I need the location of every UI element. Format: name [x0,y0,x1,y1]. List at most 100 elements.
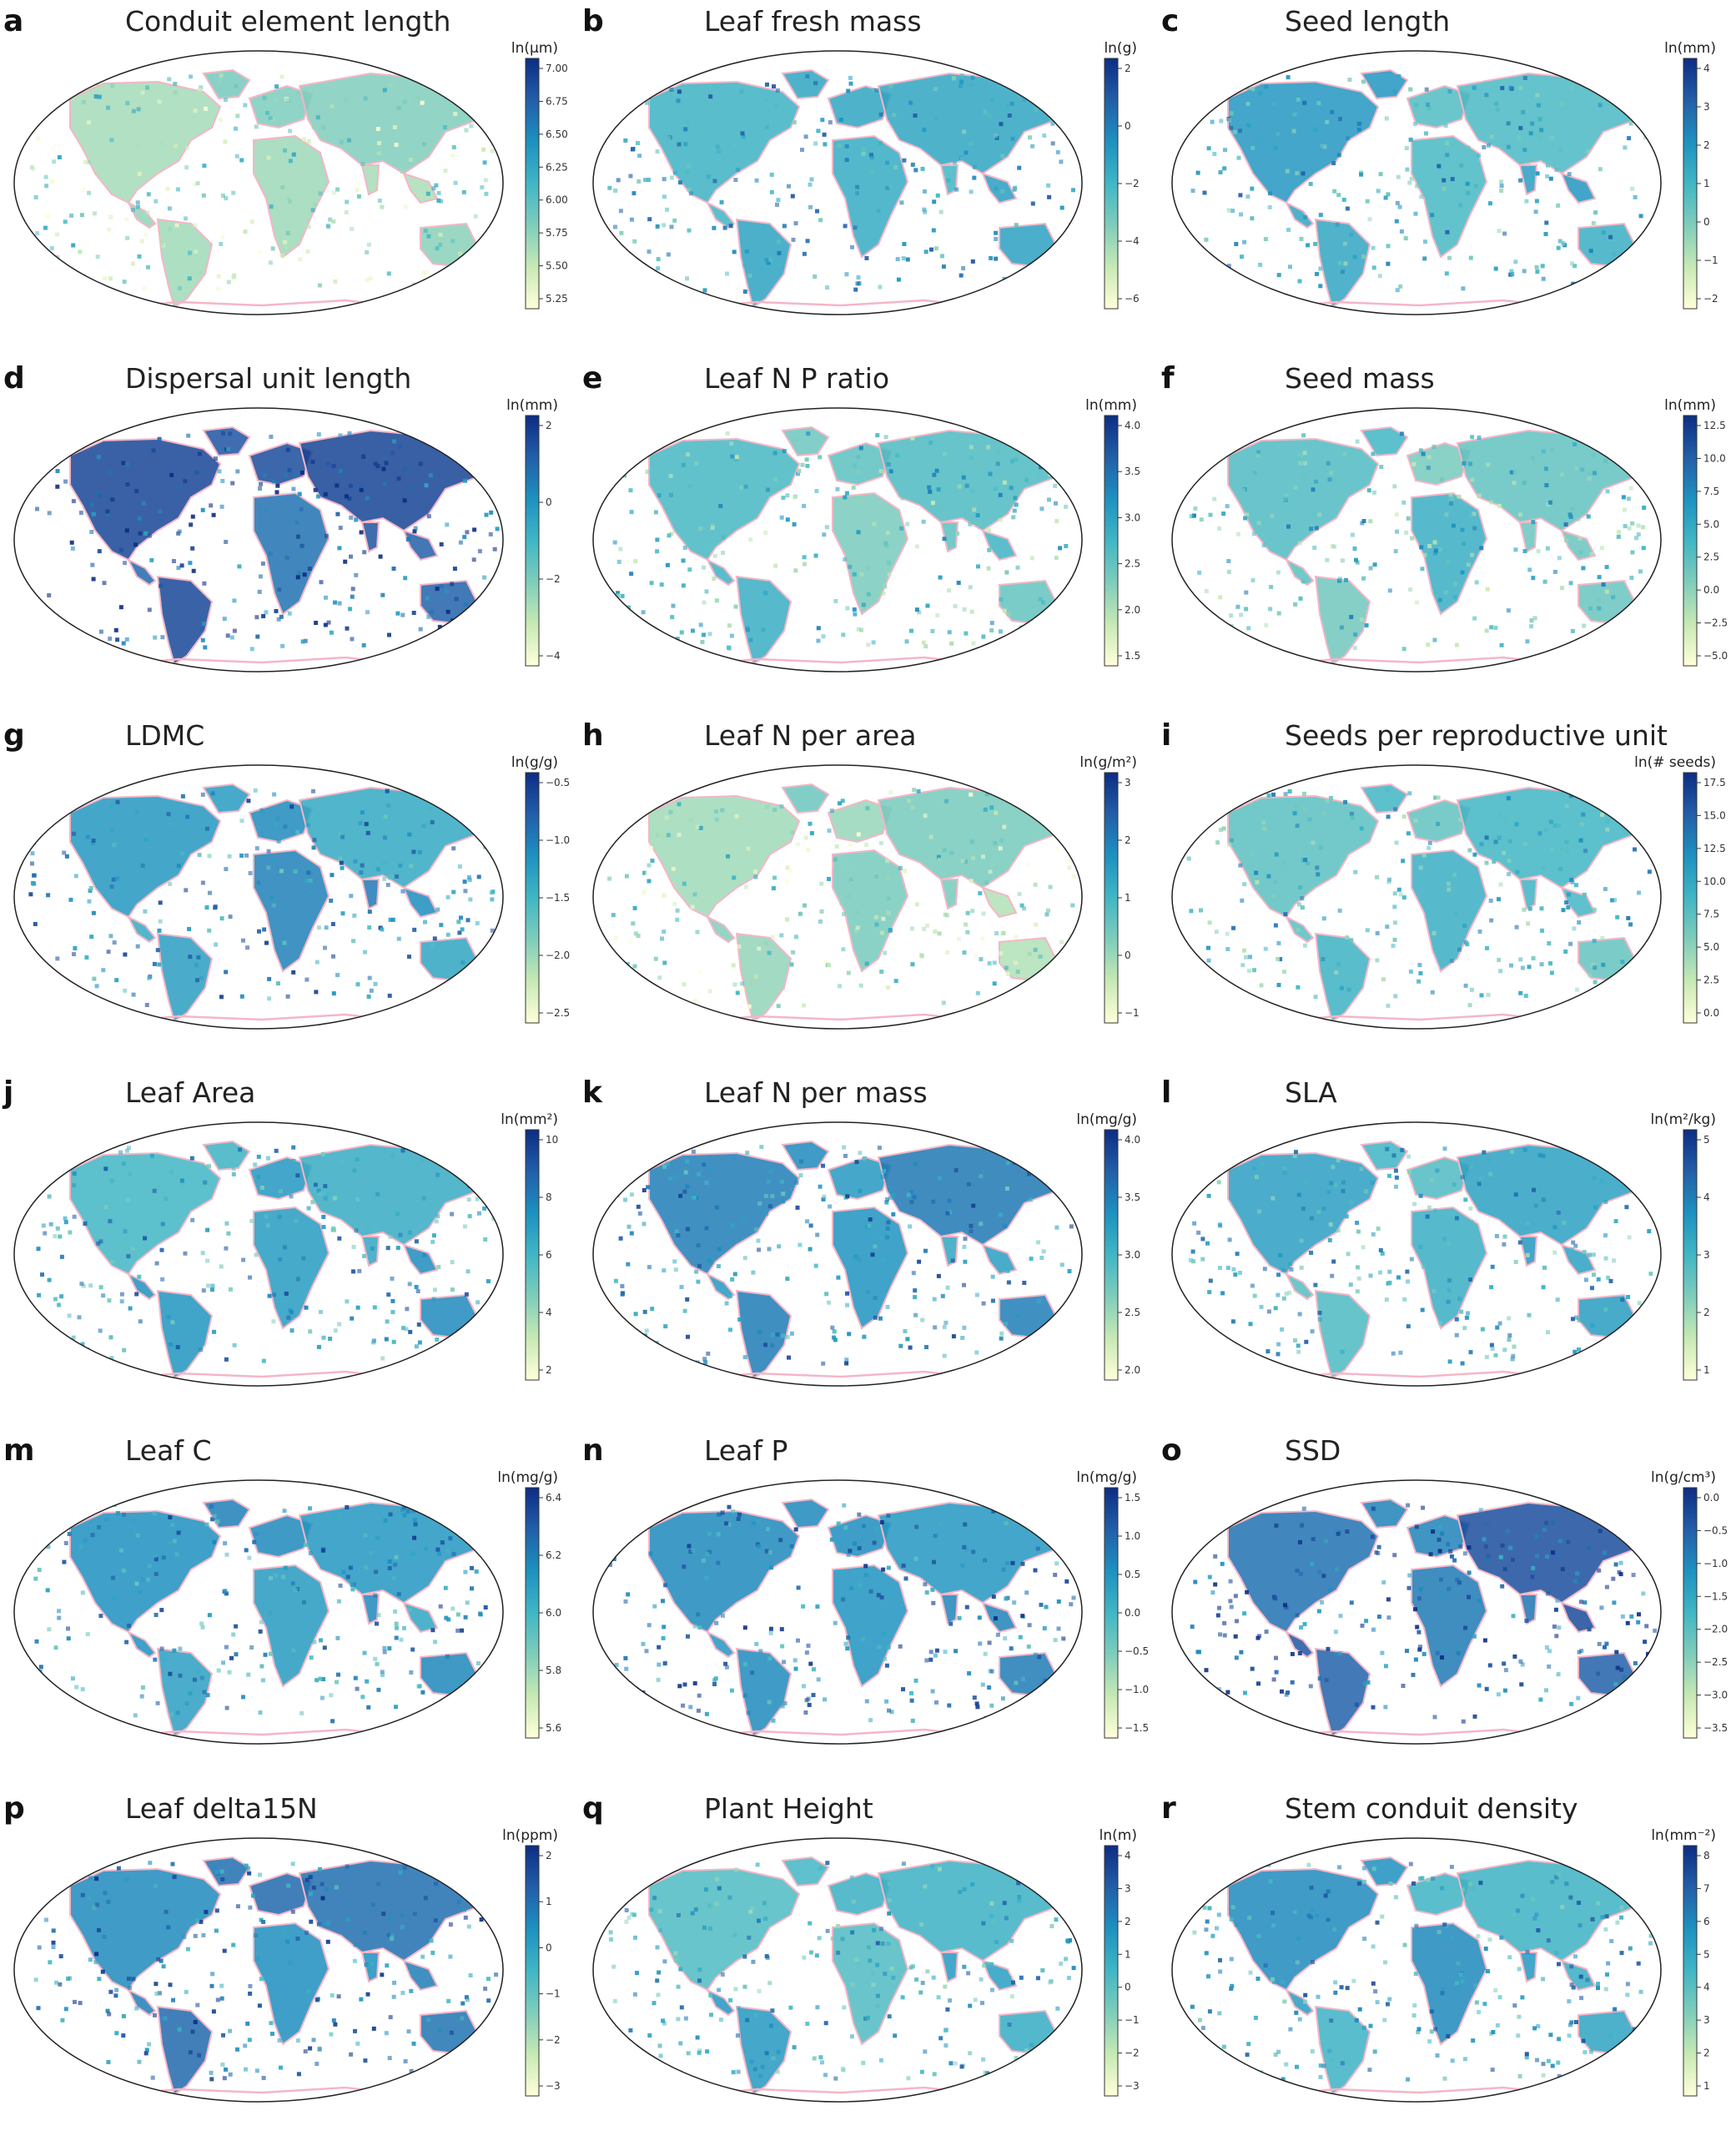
panel-title: Seed mass [1285,362,1435,395]
landmass-antarctica [1261,300,1578,315]
landmass-asia [299,788,491,888]
colorbar-tick-label: 3 [1703,2014,1710,2026]
colorbar-tick-label: 1 [1703,1364,1710,1376]
colorbar-tick-label: 10.0 [1703,875,1726,887]
landmass-africa [833,1923,908,2044]
panel-letter: f [1161,362,1175,395]
world-map [591,48,1084,317]
colorbar-tick-label: 2 [546,1364,552,1376]
panel-title: Stem conduit density [1285,1792,1578,1826]
world-map [12,1836,506,2104]
colorbar-tick-label: 12.5 [1703,843,1726,854]
colorbar-gradient [526,1488,539,1738]
colorbar-tick-label: 17.5 [1703,777,1726,788]
colorbar-tick-label: 4 [1125,1850,1131,1861]
landmass-australia [1578,2011,1637,2054]
panel-letter: l [1161,1076,1171,1110]
landmass-southAmerica [1316,1649,1370,1736]
landmass-antarctica [103,657,420,673]
colorbar-tick-label: 5.0 [1703,518,1719,530]
landmass-india [941,879,958,909]
colorbar-tick-label: −2.5 [1703,1656,1728,1668]
landmass-india [362,1237,379,1266]
colorbar-tick-label: 5.50 [546,260,568,272]
landmass-greenland [1361,1857,1407,1886]
colorbar-tick-label: 4 [1703,1982,1710,1993]
colorbar-tick-label: −2.5 [546,1007,570,1019]
panel-letter: j [3,1076,13,1110]
colorbar-tick-label: −1.0 [1125,1684,1149,1695]
colorbar-tick-label: −4 [1125,235,1140,247]
landmass-antarctica [682,2088,999,2103]
landmass-seAsia [1562,1245,1595,1274]
landmass-antarctica [103,300,420,315]
landmass-india [941,1594,958,1624]
world-map [1170,1120,1663,1388]
landmass-centralAmerica [707,1632,734,1657]
landmass-northAmerica [1228,1511,1378,1632]
world-map [1170,406,1663,674]
colorbar-tick-label: −0.5 [1703,1524,1728,1536]
landmass-africa [1411,493,1487,614]
landmass-northAmerica [1228,82,1378,203]
landmass-antarctica [1261,1372,1578,1387]
colorbar-gradient [1683,1488,1697,1738]
landmass-africa [254,136,329,257]
landmass-antarctica [1261,1730,1578,1745]
colorbar-tick-label: −1 [546,1988,561,2000]
colorbar-gradient [1683,1130,1697,1380]
colorbar-gradient [1104,58,1118,309]
colorbar-tick-label: 0 [1125,1982,1131,1993]
landmass-asia [299,431,491,531]
landmass-southAmerica [1316,934,1370,1021]
landmass-greenland [782,784,828,813]
landmass-seAsia [404,1961,437,1990]
panel-title: SLA [1285,1076,1337,1110]
colorbar-gradient [526,773,539,1023]
panel-title: Leaf fresh mass [704,5,922,38]
panel-letter: g [3,719,25,753]
landmass-antarctica [1261,657,1578,673]
landmass-centralAmerica [707,560,734,585]
colorbar-tick-label: 7.5 [1703,486,1719,497]
colorbar-gradient [526,1130,539,1380]
colorbar-tick-label: 6 [546,1249,552,1261]
colorbar-tick-label: 15.0 [1703,809,1726,821]
landmass-india [362,165,379,194]
colorbar-tick-label: 0.0 [1703,1007,1719,1019]
colorbar-tick-label: 6.0 [546,1607,561,1619]
landmass-seAsia [404,888,437,917]
colorbar-gradient [1104,1846,1118,2096]
world-map [12,48,506,317]
landmass-centralAmerica [1286,203,1313,228]
colorbar-tick-label: 2 [1703,1307,1710,1318]
panel-letter: p [3,1792,25,1826]
colorbar-tick-label: −5.0 [1703,650,1728,662]
colorbar-gradient [1683,1846,1697,2096]
colorbar-tick-label: 3 [1125,777,1131,788]
colorbar-tick-label: −2 [1703,293,1718,305]
colorbar-tick-label: 4 [1703,1191,1710,1203]
landmass-antarctica [682,300,999,315]
landmass-antarctica [103,1015,420,1030]
colorbar-tick-label: −0.5 [1125,1645,1149,1657]
panel-letter: e [582,362,602,395]
colorbar-gradient [1104,1130,1118,1380]
colorbar-tick-label: 0.0 [1125,1607,1140,1619]
landmass-asia [299,1503,491,1603]
panel-title: Plant Height [704,1792,873,1826]
colorbar-tick-label: 5.25 [546,293,568,305]
landmass-greenland [1361,427,1407,456]
landmass-india [362,522,379,552]
colorbar-tick-label: 10 [546,1134,558,1146]
colorbar-tick-label: −3.5 [1703,1722,1728,1734]
colorbar-tick-label: −3 [546,2080,561,2092]
landmass-northAmerica [649,439,799,560]
landmass-centralAmerica [1286,560,1313,585]
colorbar-tick-label: 4 [1703,63,1710,74]
